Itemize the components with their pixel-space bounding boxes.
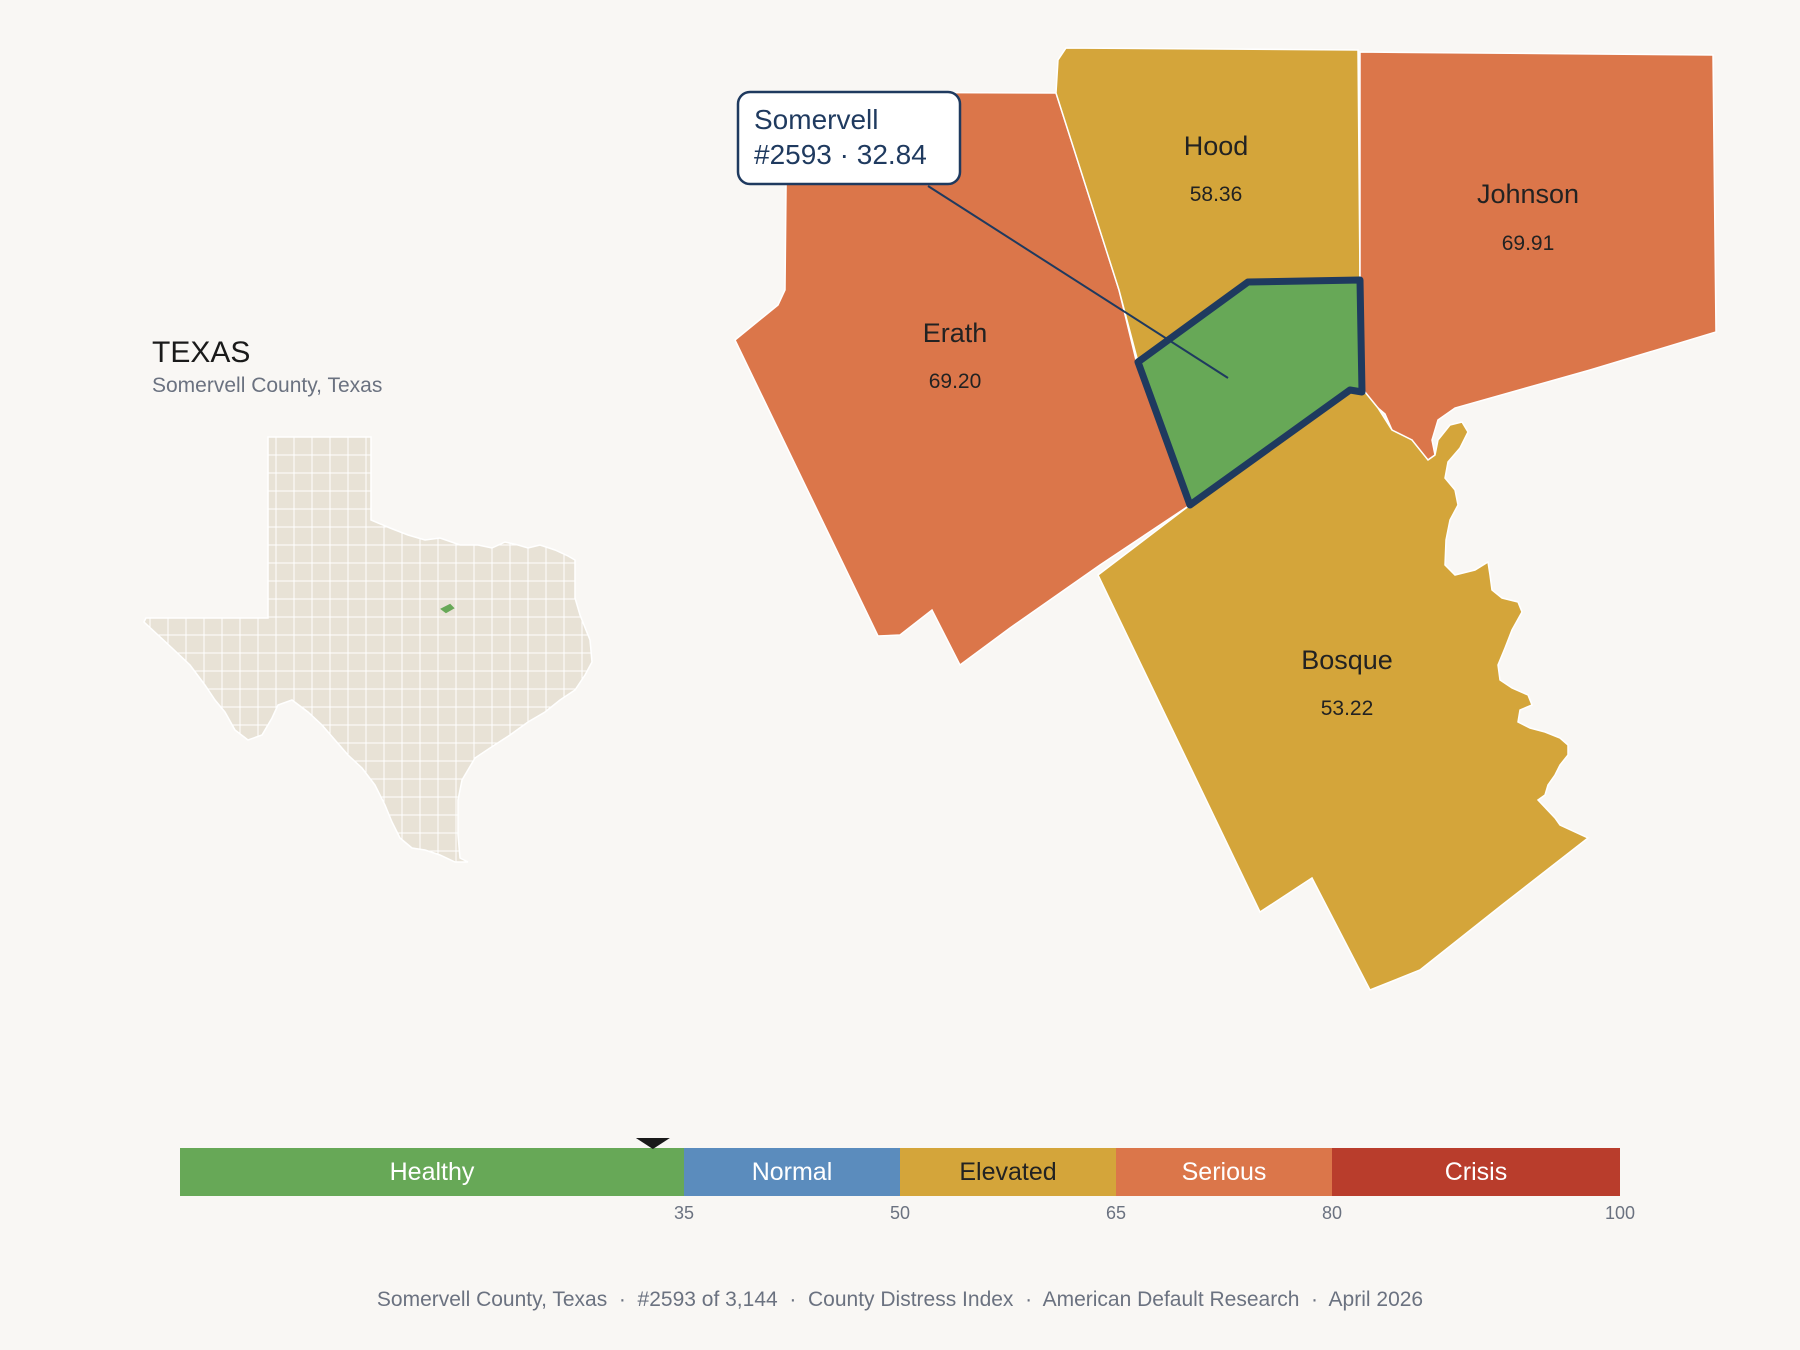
legend-label-healthy: Healthy xyxy=(390,1158,475,1186)
county-map xyxy=(734,47,1717,991)
johnson-name: Johnson xyxy=(1477,179,1579,209)
legend-tick-50: 50 xyxy=(890,1203,910,1223)
legend-band-normal xyxy=(684,1148,900,1196)
legend-ticks: 35 50 65 80 100 xyxy=(674,1203,1635,1223)
bosque-name: Bosque xyxy=(1301,645,1393,675)
state-inset: TEXAS Somervell County, Texas xyxy=(143,336,593,863)
callout-county-name: Somervell xyxy=(754,104,878,135)
state-title: TEXAS xyxy=(152,336,250,369)
legend-label-elevated: Elevated xyxy=(959,1158,1056,1186)
erath-name: Erath xyxy=(923,318,988,348)
erath-score: 69.20 xyxy=(929,370,982,393)
county-somervell[interactable] xyxy=(1134,276,1366,509)
county-bosque[interactable] xyxy=(1097,389,1590,991)
callout-leader xyxy=(927,185,1229,379)
legend-label-serious: Serious xyxy=(1182,1158,1267,1186)
bosque-score: 53.22 xyxy=(1321,697,1374,720)
legend-tick-65: 65 xyxy=(1106,1203,1126,1223)
legend-band-serious xyxy=(1116,1148,1332,1196)
hood-name: Hood xyxy=(1184,131,1249,161)
legend-bands: Healthy Normal Elevated Serious Crisis xyxy=(180,1148,1620,1196)
legend-tick-80: 80 xyxy=(1322,1203,1342,1223)
legend-marker xyxy=(635,1138,670,1149)
inset-subtitle: Somervell County, Texas xyxy=(152,374,382,397)
legend-band-crisis xyxy=(1332,1148,1620,1196)
county-labels: Hood 58.36 Johnson 69.91 Erath 69.20 Bos… xyxy=(923,131,1579,720)
legend-band-healthy xyxy=(180,1148,684,1196)
legend-tick-100: 100 xyxy=(1605,1203,1635,1223)
legend-tick-35: 35 xyxy=(674,1203,694,1223)
footer-caption: Somervell County, Texas · #2593 of 3,144… xyxy=(377,1288,1423,1311)
callout: Somervell #2593 · 32.84 xyxy=(736,90,1229,379)
legend-label-normal: Normal xyxy=(752,1158,833,1186)
callout-rank-score: #2593 · 32.84 xyxy=(754,139,927,170)
county-johnson[interactable] xyxy=(1359,51,1717,461)
callout-box xyxy=(736,90,962,186)
texas-outline xyxy=(143,436,593,863)
legend-label-crisis: Crisis xyxy=(1445,1158,1508,1186)
legend: Healthy Normal Elevated Serious Crisis 35 50 6… xyxy=(180,1138,1635,1223)
hood-score: 58.36 xyxy=(1190,183,1243,206)
johnson-score: 69.91 xyxy=(1502,232,1555,255)
inset-somervell-marker xyxy=(440,603,455,614)
legend-band-elevated xyxy=(900,1148,1116,1196)
